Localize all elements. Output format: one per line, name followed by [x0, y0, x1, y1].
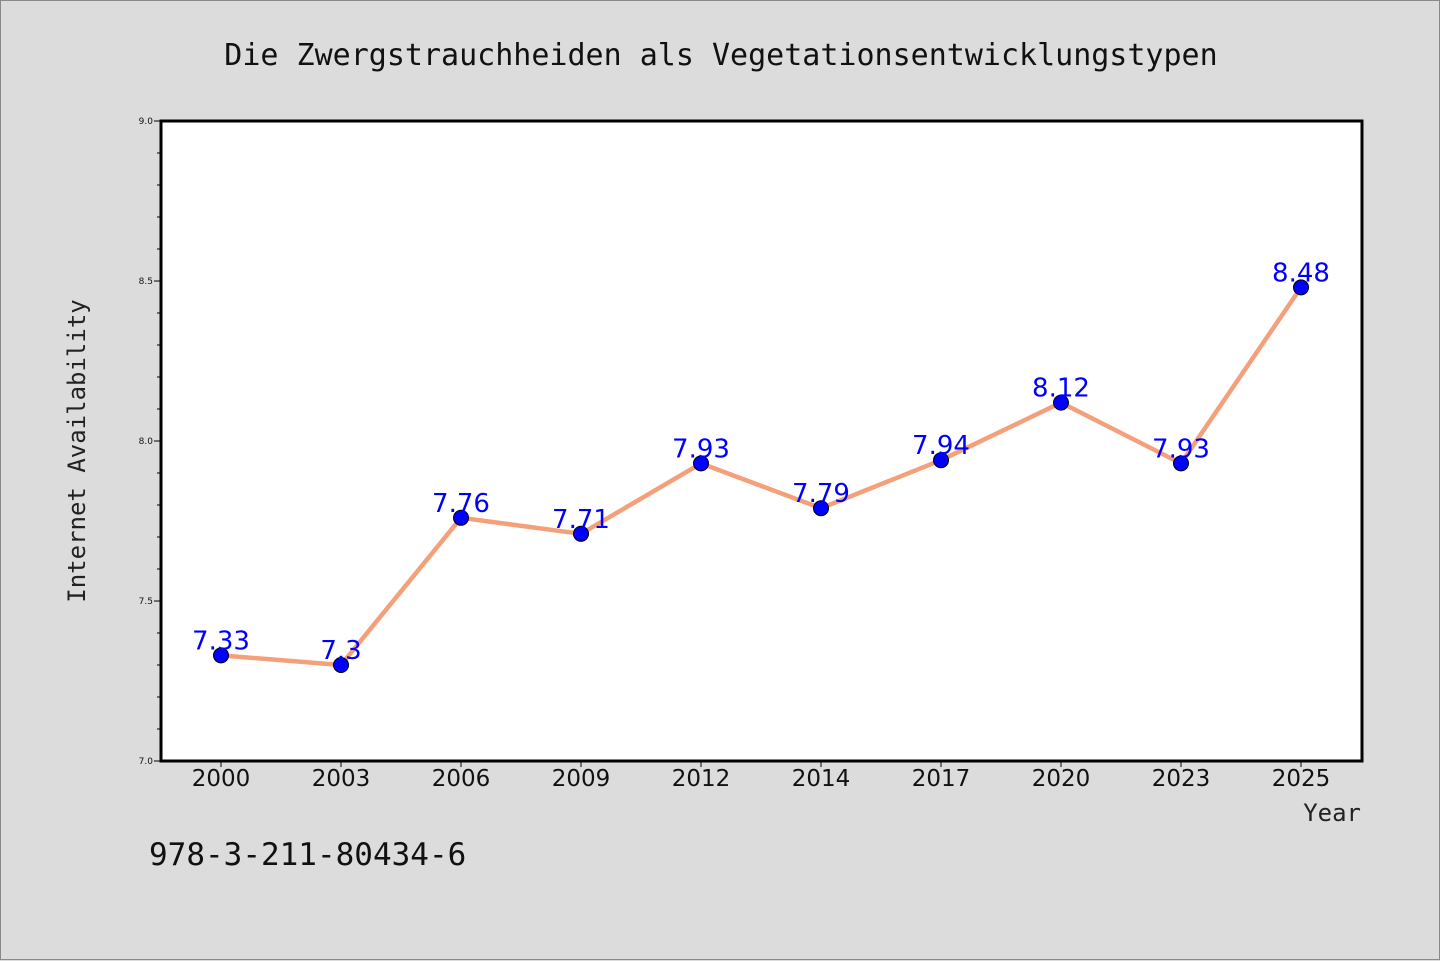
y-tick-label: 8.5: [139, 277, 153, 287]
y-tick-label: 7.0: [139, 757, 154, 767]
data-point: [453, 509, 469, 526]
data-point: [1053, 394, 1069, 411]
data-label: 7.71: [552, 505, 610, 535]
y-axis: 7.0 7.5 8.0 8.5 9.0: [139, 117, 161, 767]
data-label: 7.79: [792, 479, 850, 509]
x-axis: 2000 2003 2006 2009 2012 2014 2017 2020 2023 2025: [192, 761, 1331, 792]
y-axis-label: Internet Availability: [63, 299, 91, 602]
x-tick-label: 2003: [312, 766, 371, 792]
data-point: [333, 657, 349, 673]
x-tick-label: 2017: [912, 766, 971, 792]
series: [213, 279, 1309, 673]
data-label: 7.3: [320, 636, 361, 666]
data-labels: 7.33 7.3 7.76 7.71 7.93 7.79 7.94 8.12 7.93 8.48: [192, 258, 1330, 666]
data-label: 7.76: [432, 489, 490, 519]
x-tick-label: 2009: [552, 766, 611, 792]
y-tick-label: 9.0: [139, 117, 154, 127]
data-point: [1293, 279, 1309, 296]
x-tick-label: 2012: [672, 766, 731, 792]
data-label: 8.12: [1032, 374, 1090, 404]
x-tick-label: 2006: [432, 766, 491, 792]
data-label: 7.33: [192, 626, 250, 656]
chart-title: Die Zwergstrauchheiden als Vegetationsen…: [224, 38, 1217, 73]
data-point: [1173, 455, 1189, 472]
data-label: 8.48: [1272, 258, 1330, 288]
data-point: [933, 452, 949, 469]
data-point: [813, 500, 829, 517]
data-label: 7.93: [1152, 434, 1210, 464]
plot-area: [159, 119, 1364, 763]
y-tick-label: 8.0: [139, 437, 154, 447]
x-tick-label: 2020: [1032, 766, 1091, 792]
y-tick-label: 7.5: [139, 597, 153, 607]
x-tick-label: 2023: [1152, 766, 1211, 792]
data-label: 7.94: [912, 431, 970, 461]
footnote: 978-3-211-80434-6: [149, 837, 466, 873]
data-point: [693, 455, 709, 472]
x-axis-label: Year: [1303, 799, 1361, 827]
series-line: [220, 286, 1303, 668]
data-label: 7.93: [672, 434, 730, 464]
data-point: [573, 525, 589, 542]
x-tick-label: 2000: [192, 766, 251, 792]
data-point: [213, 647, 229, 664]
x-tick-label: 2014: [792, 766, 851, 792]
x-tick-label: 2025: [1272, 766, 1331, 792]
